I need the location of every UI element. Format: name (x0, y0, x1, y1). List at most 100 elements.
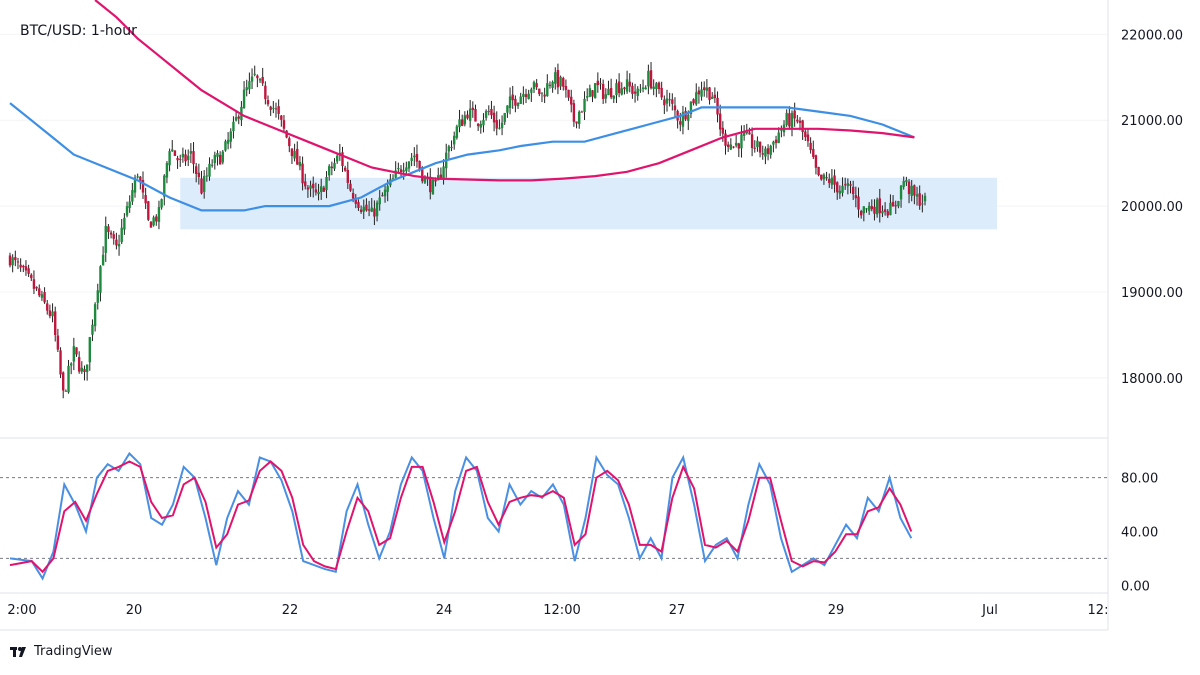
candle-body (423, 177, 427, 183)
candle-body (426, 178, 429, 180)
candle-body (317, 191, 320, 195)
candle-body (458, 119, 461, 128)
candle-body (197, 172, 201, 178)
candle-body (402, 170, 405, 172)
candle-body (700, 89, 703, 97)
candle-body (405, 167, 408, 172)
candle-body (697, 90, 701, 95)
candle-body (530, 89, 533, 93)
candle-body (854, 195, 858, 199)
brand[interactable]: TradingView (10, 644, 113, 659)
candle-body (226, 139, 230, 144)
candle-body (80, 367, 84, 372)
candle-body (245, 87, 248, 91)
candle-body (487, 110, 490, 112)
candle-body (593, 83, 597, 99)
candle-body (859, 210, 863, 216)
candle-body (139, 176, 142, 183)
time-tick-label: 24 (436, 603, 453, 618)
candle-body (748, 132, 751, 135)
candle-body (335, 155, 339, 162)
candle-body (258, 78, 262, 81)
candle-body (123, 217, 126, 230)
candle-body (814, 155, 818, 168)
candle-body (591, 90, 594, 97)
candle-body (788, 113, 791, 127)
candle-body (165, 163, 169, 178)
candle-body (604, 94, 608, 99)
candle-body (314, 189, 318, 193)
candle-body (546, 83, 549, 97)
candle-body (85, 364, 89, 373)
candle-body (282, 120, 286, 129)
candle-body (394, 170, 397, 178)
candle-body (232, 121, 235, 132)
candle-body (429, 176, 432, 193)
candle-body (578, 111, 581, 125)
stochastic-tick-label: 0.00 (1121, 579, 1150, 594)
candle-body (96, 290, 99, 303)
time-tick-label: Jul (981, 603, 998, 618)
candle-body (397, 167, 400, 169)
price-axis[interactable]: 18000.00 19000.00 20000.00 21000.00 22000.00 (1121, 28, 1183, 387)
candle-body (309, 185, 312, 189)
candle-body (306, 187, 310, 190)
candle-body (620, 88, 623, 95)
candle-body (500, 122, 504, 129)
candle-body (147, 201, 150, 220)
candle-body (902, 180, 905, 187)
candle-body (351, 192, 355, 199)
time-tick-label: 12: (1088, 603, 1109, 618)
candle-body (365, 204, 368, 211)
candle-body (655, 83, 658, 90)
candle-body (713, 94, 717, 99)
candle-body (644, 87, 647, 90)
candle-body (812, 149, 815, 157)
candle-body (524, 94, 528, 98)
stochastic-pane[interactable] (0, 451, 1108, 581)
candle-body (897, 201, 900, 207)
candle-body (492, 112, 496, 123)
candle-body (72, 346, 76, 362)
candle-body (862, 206, 866, 214)
candle-body (117, 244, 121, 247)
candle-body (758, 141, 762, 153)
candle-body (370, 207, 373, 212)
candle-body (681, 112, 685, 127)
stochastic-axis[interactable]: 0.00 40.00 80.00 (1121, 472, 1158, 595)
candle-body (907, 181, 911, 195)
candle-body (556, 70, 560, 88)
candle-body (179, 158, 182, 160)
price-pane[interactable]: BTC/USD: 1-hour (0, 0, 1108, 438)
candle-body (540, 92, 544, 94)
candle-body (689, 101, 693, 115)
candle-body (625, 79, 629, 92)
candle-body (716, 97, 719, 115)
candle-body (790, 112, 794, 128)
candle-body (894, 205, 897, 207)
candle-body (234, 117, 238, 121)
candle-body (514, 98, 517, 106)
candle-body (229, 131, 232, 142)
candle-body (822, 174, 826, 180)
time-axis[interactable]: 2:00 20 22 24 12:00 27 29 Jul 12: (7, 603, 1108, 618)
candle-body (636, 88, 639, 96)
candle-body (522, 93, 525, 97)
candle-body (761, 153, 764, 155)
candle-body (367, 209, 371, 211)
candle-body (93, 304, 97, 327)
time-tick-label: 22 (282, 603, 299, 618)
candle-body (554, 72, 557, 84)
candle-body (468, 108, 472, 121)
candle-body (551, 81, 554, 88)
candle-body (740, 134, 743, 149)
candle-body (532, 82, 536, 90)
candle-body (155, 216, 158, 222)
candle-body (48, 310, 52, 317)
candle-body (22, 265, 25, 268)
candle-body (125, 206, 129, 216)
candle-body (633, 91, 637, 94)
candle-body (460, 119, 464, 126)
candle-body (349, 183, 352, 191)
